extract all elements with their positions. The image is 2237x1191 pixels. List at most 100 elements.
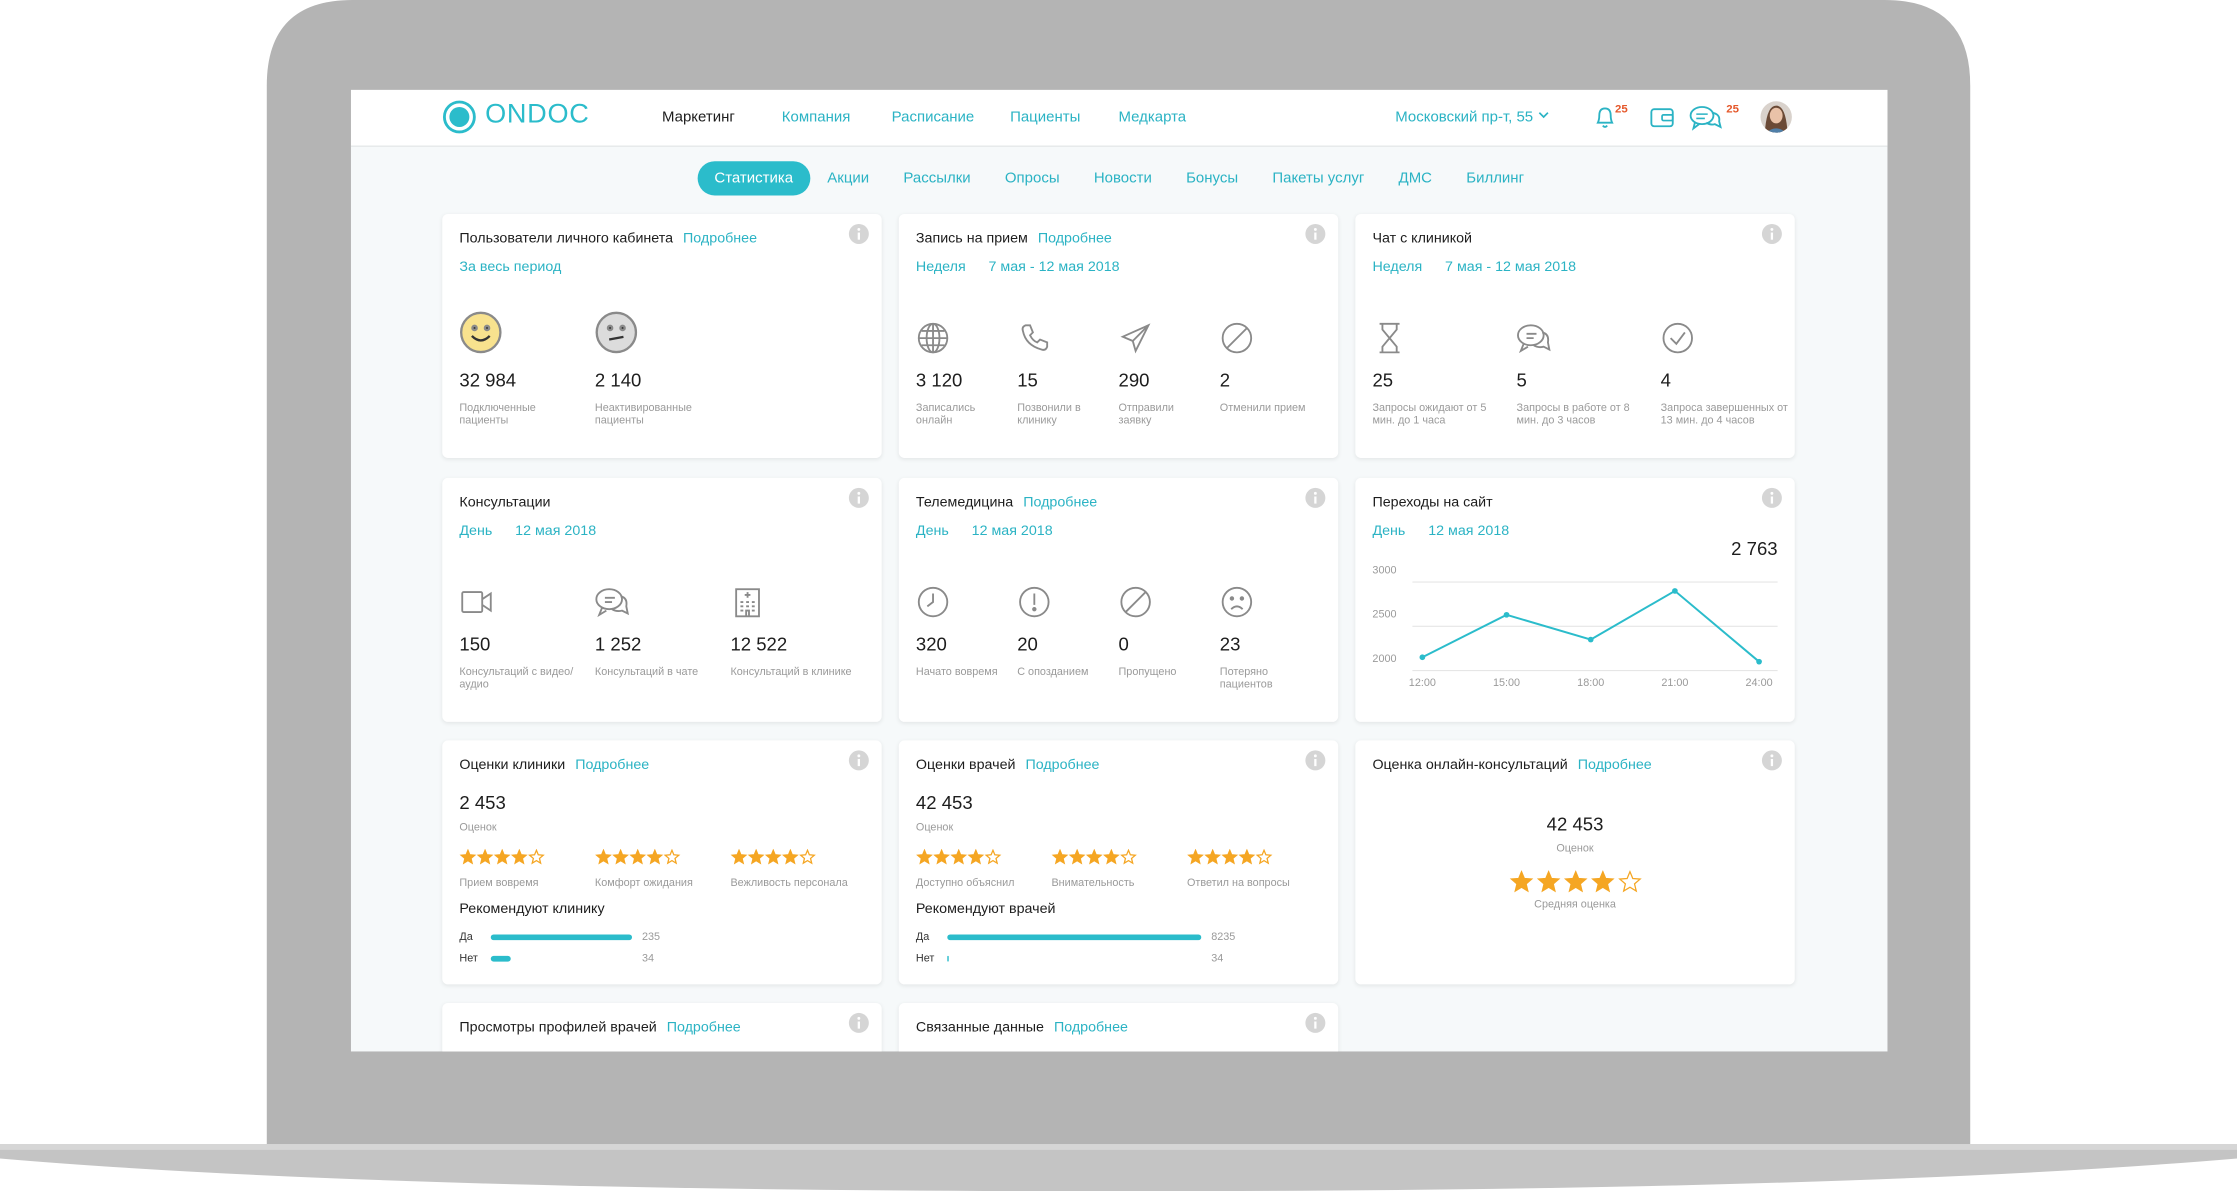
tab[interactable]: Пакеты услуг	[1272, 169, 1365, 187]
stat-icon	[1120, 586, 1151, 618]
stat-label: Позвонили в клинику	[1017, 400, 1081, 427]
nav-item[interactable]: Расписание	[891, 108, 975, 126]
star	[933, 848, 950, 865]
card-title: Телемедицина Подробнее	[916, 495, 1097, 511]
bar	[947, 934, 1202, 941]
bar-label: Нет	[459, 951, 478, 965]
stat-value: 5	[1516, 369, 1527, 391]
details-link[interactable]: Подробнее	[666, 1020, 741, 1036]
stat-value: 15	[1017, 369, 1038, 391]
star	[612, 848, 629, 865]
nav-item[interactable]: Маркетинг	[661, 108, 735, 126]
star	[646, 848, 664, 865]
card-title-text: Чат с клиникой	[1372, 231, 1473, 247]
info-icon[interactable]	[1304, 486, 1327, 509]
info-icon[interactable]	[847, 486, 870, 509]
nav-item[interactable]: Медкарта	[1118, 108, 1187, 126]
star	[629, 848, 647, 865]
card: Пользователи личного кабинета Подробнее За…	[442, 213, 882, 458]
rating-label: Прием вовремя	[459, 875, 539, 889]
total: 2 763	[1731, 537, 1778, 560]
x-tick-label: 24:00	[1746, 677, 1773, 689]
stat-icon	[460, 311, 502, 354]
stat-label: Пропущено	[1118, 664, 1177, 678]
period-item: 12 мая 2018	[515, 523, 597, 540]
info-icon[interactable]	[1304, 223, 1327, 246]
info-icon[interactable]	[1304, 1012, 1327, 1035]
total-label: Оценок	[459, 820, 497, 834]
info-icon[interactable]	[1304, 749, 1327, 772]
card: Связанные данные Подробнее	[898, 1002, 1339, 1052]
details-link[interactable]: Подробнее	[1025, 757, 1100, 774]
period-item: 12 мая 2018	[1428, 523, 1510, 540]
period-item: 7 мая - 12 мая 2018	[988, 259, 1120, 276]
info-icon[interactable]	[847, 749, 870, 772]
stat-value: 23	[1219, 633, 1241, 655]
stat-label: Запроса завершенных от 13 мин. до 4 часо…	[1660, 400, 1788, 427]
card: Оценки клиники Подробнее 2 453 Оценок Прием …	[442, 740, 882, 985]
nav-item[interactable]: Компания	[781, 108, 851, 126]
notification-badge: 25	[1614, 102, 1628, 116]
card-title-text: Переходы на сайт	[1372, 495, 1493, 511]
period-item: День	[915, 523, 949, 540]
tab[interactable]: Новости	[1093, 169, 1152, 187]
tab[interactable]: ДМС	[1398, 169, 1433, 187]
avatar[interactable]	[1759, 100, 1793, 134]
stat-icon	[1021, 324, 1049, 351]
stat-icon	[1662, 322, 1693, 354]
details-link[interactable]: Подробнее	[1023, 495, 1098, 511]
period-item: День	[1372, 523, 1406, 540]
card-title-text: Телемедицина	[915, 495, 1014, 511]
x-tick-label: 18:00	[1577, 677, 1604, 689]
wallet-icon[interactable]	[1649, 106, 1675, 132]
stat-label: Запросы ожидают от 5 мин. до 1 часа	[1372, 400, 1487, 427]
star	[510, 848, 528, 865]
star	[764, 848, 782, 865]
details-link[interactable]: Подробнее	[1037, 231, 1112, 247]
stat-label: Отправили заявку	[1118, 400, 1175, 427]
tab[interactable]: Биллинг	[1466, 169, 1525, 187]
stat-icon	[1379, 322, 1400, 354]
star	[1187, 848, 1204, 865]
stars	[1051, 848, 1137, 865]
tab[interactable]: Рассылки	[903, 169, 971, 187]
tab[interactable]: Бонусы	[1186, 169, 1239, 187]
bar-label: Да	[459, 930, 473, 944]
total: 2 453	[459, 791, 506, 814]
chat-icon[interactable]	[1689, 104, 1723, 133]
star	[1563, 870, 1588, 893]
stars	[916, 848, 1002, 865]
star	[1238, 848, 1256, 865]
tab[interactable]: Опросы	[1004, 169, 1060, 187]
stat-value: 3 120	[915, 369, 963, 391]
stars	[459, 848, 545, 865]
star	[747, 848, 765, 865]
star	[984, 848, 1002, 865]
card: Запись на прием Подробнее Неделя 7 мая - 12…	[898, 213, 1339, 458]
info-icon[interactable]	[1760, 486, 1783, 509]
tab[interactable]: Статистика	[697, 161, 811, 196]
star	[916, 848, 933, 865]
screen: ONDOC Маркетинг Компания Расписание Пациент…	[350, 89, 1888, 1052]
stat-value: 1 252	[594, 633, 642, 655]
details-link[interactable]: Подробнее	[1053, 1020, 1128, 1036]
star	[1120, 848, 1137, 865]
info-icon[interactable]	[847, 223, 870, 246]
point	[1672, 588, 1678, 594]
info-icon[interactable]	[847, 1012, 870, 1035]
bell-icon[interactable]	[1592, 104, 1618, 130]
stat-label: Неактивированные пациенты	[594, 400, 692, 427]
info-icon[interactable]	[1760, 749, 1783, 772]
star	[1536, 870, 1561, 893]
details-link[interactable]: Подробнее	[575, 757, 650, 774]
nav-item[interactable]: Пациенты	[1010, 108, 1081, 126]
details-link[interactable]: Подробнее	[683, 231, 758, 247]
card-title: Связанные данные Подробнее	[916, 1020, 1128, 1036]
address[interactable]: Московский пр-т, 55	[1395, 108, 1549, 126]
tab[interactable]: Акции	[827, 169, 870, 187]
details-link[interactable]: Подробнее	[1577, 757, 1652, 774]
bar-value: 34	[641, 951, 655, 965]
stat-icon	[917, 322, 949, 354]
info-icon[interactable]	[1760, 223, 1783, 246]
